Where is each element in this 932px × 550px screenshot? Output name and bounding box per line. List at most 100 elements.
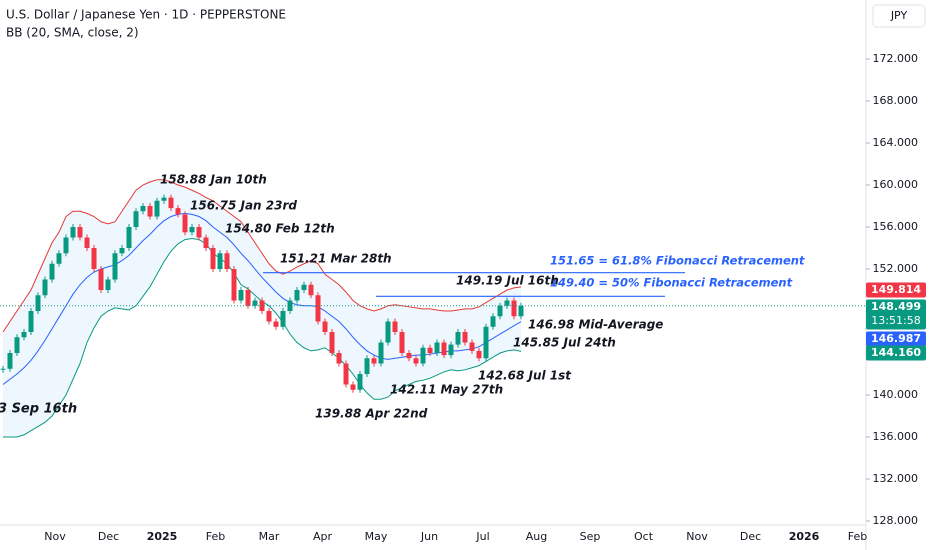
- candle: [448, 344, 454, 356]
- x-tick-label: Nov: [686, 530, 708, 543]
- price-tag-label: 144.160: [871, 346, 921, 359]
- price-tag: [866, 345, 926, 361]
- candle: [322, 321, 328, 333]
- candle: [0, 368, 6, 370]
- candle: [399, 332, 405, 354]
- candle: [413, 358, 419, 364]
- candle: [357, 374, 363, 390]
- price-tag-label: 146.987: [871, 332, 921, 345]
- candle: [238, 290, 244, 301]
- candle: [112, 253, 118, 280]
- candle: [350, 384, 356, 390]
- candle: [7, 353, 13, 369]
- candle: [406, 353, 412, 359]
- currency[interactable]: JPY: [890, 9, 908, 22]
- candle: [35, 295, 41, 312]
- bb-fill: [3, 179, 521, 438]
- y-tick-label: 168.000: [873, 94, 919, 107]
- candle: [315, 295, 321, 322]
- candle: [245, 290, 251, 306]
- candle: [63, 237, 69, 254]
- candle: [476, 350, 482, 359]
- x-tick-label: Feb: [206, 530, 225, 543]
- y-tick-label: 152.000: [873, 262, 919, 275]
- annotation: 145.85 Jul 24th: [513, 336, 616, 350]
- candle: [301, 284, 307, 291]
- x-tick-label: Mar: [259, 530, 280, 543]
- x-tick-label: Dec: [740, 530, 761, 543]
- y-tick-label: 156.000: [873, 220, 919, 233]
- candle: [441, 342, 447, 356]
- candle: [49, 263, 55, 280]
- candle: [420, 347, 426, 364]
- candle: [287, 300, 293, 312]
- candle: [140, 206, 146, 212]
- candle: [196, 227, 202, 238]
- candle: [378, 342, 384, 364]
- y-tick-label: 140.000: [873, 388, 919, 401]
- candle: [469, 342, 475, 351]
- x-tick-label: Apr: [313, 530, 333, 543]
- candle: [133, 211, 139, 228]
- candle: [329, 332, 335, 354]
- annotation: 158.88 Jan 10th: [160, 173, 267, 187]
- candle: [483, 326, 489, 359]
- candle: [364, 358, 370, 375]
- candle: [224, 253, 230, 270]
- candle: [462, 332, 468, 343]
- annotation: 149.19 Jul 16th: [456, 274, 559, 288]
- y-tick-label: 172.000: [873, 52, 919, 65]
- candle: [336, 353, 342, 364]
- candle: [126, 227, 132, 249]
- annotation: 154.80 Feb 12th: [225, 222, 335, 236]
- candle: [210, 248, 216, 270]
- x-tick-label: Jun: [420, 530, 438, 543]
- candle: [98, 269, 104, 291]
- candle: [91, 248, 97, 270]
- candle: [42, 279, 48, 296]
- y-tick-label: 136.000: [873, 430, 919, 443]
- candle: [70, 227, 76, 238]
- candle: [28, 311, 34, 333]
- candle: [21, 332, 27, 338]
- x-tick-label: Jul: [475, 530, 489, 543]
- countdown: 13:51:58: [871, 314, 920, 327]
- candle: [294, 290, 300, 301]
- candle: [217, 253, 223, 270]
- bb-line: [2, 212, 522, 385]
- x-tick-label: Aug: [526, 530, 547, 543]
- candle: [266, 311, 272, 322]
- x-tick-label: 2026: [789, 530, 820, 543]
- indicator-label: BB (20, SMA, close, 2): [6, 26, 139, 40]
- candle: [280, 311, 286, 327]
- annotation: 146.98 Mid-Average: [528, 318, 663, 332]
- candle: [455, 332, 461, 345]
- candle: [273, 321, 279, 327]
- candle: [147, 206, 153, 217]
- candle: [490, 316, 496, 327]
- x-tick-label: Dec: [98, 530, 119, 543]
- currency-box[interactable]: [872, 4, 926, 28]
- annotation: 142.11 May 27th: [390, 383, 503, 397]
- candle: [175, 208, 181, 215]
- candle: [427, 347, 433, 354]
- chart-title: U.S. Dollar / Japanese Yen · 1D · PEPPER…: [6, 8, 286, 22]
- x-tick-label: Feb: [848, 530, 867, 543]
- candle: [168, 197, 174, 209]
- candle: [504, 300, 510, 306]
- candle: [84, 237, 90, 249]
- price-tag: [866, 282, 926, 298]
- candle: [161, 197, 167, 201]
- candle: [77, 227, 83, 238]
- candle: [119, 248, 125, 254]
- x-tick-label: May: [365, 530, 388, 543]
- candle: [105, 279, 111, 291]
- candle: [518, 305, 524, 317]
- price-tag: [866, 299, 926, 330]
- candle: [308, 284, 314, 296]
- candle: [392, 321, 398, 333]
- candle: [371, 358, 377, 364]
- candle: [343, 363, 349, 385]
- candle: [154, 200, 160, 217]
